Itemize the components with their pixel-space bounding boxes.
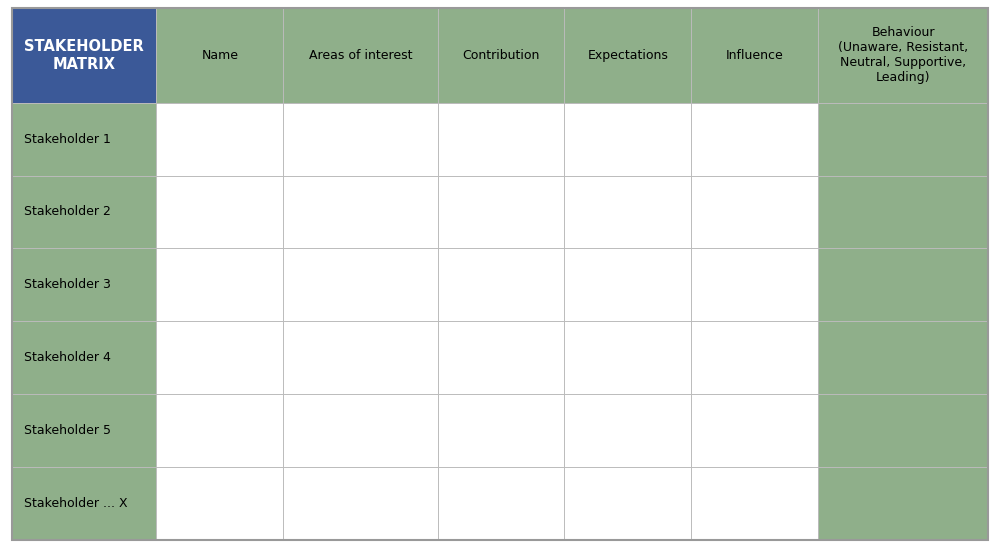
Text: Stakeholder 1: Stakeholder 1 bbox=[24, 133, 111, 146]
Bar bbox=[156, 248, 283, 321]
Bar bbox=[818, 467, 988, 540]
Bar bbox=[156, 102, 283, 175]
Text: Name: Name bbox=[201, 49, 238, 62]
Bar bbox=[691, 175, 818, 248]
Bar bbox=[12, 394, 156, 467]
Text: Stakeholder 3: Stakeholder 3 bbox=[24, 278, 111, 292]
Bar bbox=[818, 321, 988, 394]
Bar bbox=[691, 102, 818, 175]
Bar bbox=[438, 394, 564, 467]
Bar bbox=[156, 467, 283, 540]
Bar bbox=[438, 175, 564, 248]
Bar bbox=[564, 102, 691, 175]
Text: Stakeholder ... X: Stakeholder ... X bbox=[24, 497, 128, 510]
Bar bbox=[691, 321, 818, 394]
Bar bbox=[156, 321, 283, 394]
Bar bbox=[438, 8, 564, 102]
Text: Influence: Influence bbox=[726, 49, 784, 62]
Bar bbox=[818, 394, 988, 467]
Bar bbox=[283, 102, 438, 175]
Text: Stakeholder 5: Stakeholder 5 bbox=[24, 424, 111, 437]
Bar bbox=[438, 321, 564, 394]
Bar bbox=[818, 175, 988, 248]
Bar bbox=[691, 248, 818, 321]
Bar bbox=[438, 248, 564, 321]
Bar bbox=[818, 248, 988, 321]
Bar bbox=[283, 394, 438, 467]
Bar bbox=[12, 8, 156, 102]
Bar bbox=[156, 175, 283, 248]
Bar bbox=[12, 467, 156, 540]
Bar bbox=[12, 102, 156, 175]
Bar bbox=[564, 8, 691, 102]
Bar bbox=[12, 175, 156, 248]
Bar bbox=[156, 394, 283, 467]
Bar bbox=[691, 8, 818, 102]
Text: Areas of interest: Areas of interest bbox=[309, 49, 412, 62]
Bar bbox=[283, 175, 438, 248]
Text: Stakeholder 2: Stakeholder 2 bbox=[24, 206, 111, 219]
Bar bbox=[438, 467, 564, 540]
Bar bbox=[564, 321, 691, 394]
Bar bbox=[283, 321, 438, 394]
Text: Contribution: Contribution bbox=[462, 49, 540, 62]
Bar bbox=[283, 467, 438, 540]
Bar bbox=[564, 467, 691, 540]
Bar bbox=[156, 8, 283, 102]
Text: Behaviour
(Unaware, Resistant,
Neutral, Supportive,
Leading): Behaviour (Unaware, Resistant, Neutral, … bbox=[838, 26, 968, 84]
Bar bbox=[818, 8, 988, 102]
Bar bbox=[438, 102, 564, 175]
Bar bbox=[12, 248, 156, 321]
Bar bbox=[283, 248, 438, 321]
Bar bbox=[12, 321, 156, 394]
Bar bbox=[818, 102, 988, 175]
Bar bbox=[564, 175, 691, 248]
Text: STAKEHOLDER
MATRIX: STAKEHOLDER MATRIX bbox=[24, 39, 144, 72]
Text: Expectations: Expectations bbox=[587, 49, 668, 62]
Text: Stakeholder 4: Stakeholder 4 bbox=[24, 351, 111, 364]
Bar bbox=[283, 8, 438, 102]
Bar bbox=[564, 394, 691, 467]
Bar bbox=[564, 248, 691, 321]
Bar bbox=[691, 394, 818, 467]
Bar bbox=[691, 467, 818, 540]
